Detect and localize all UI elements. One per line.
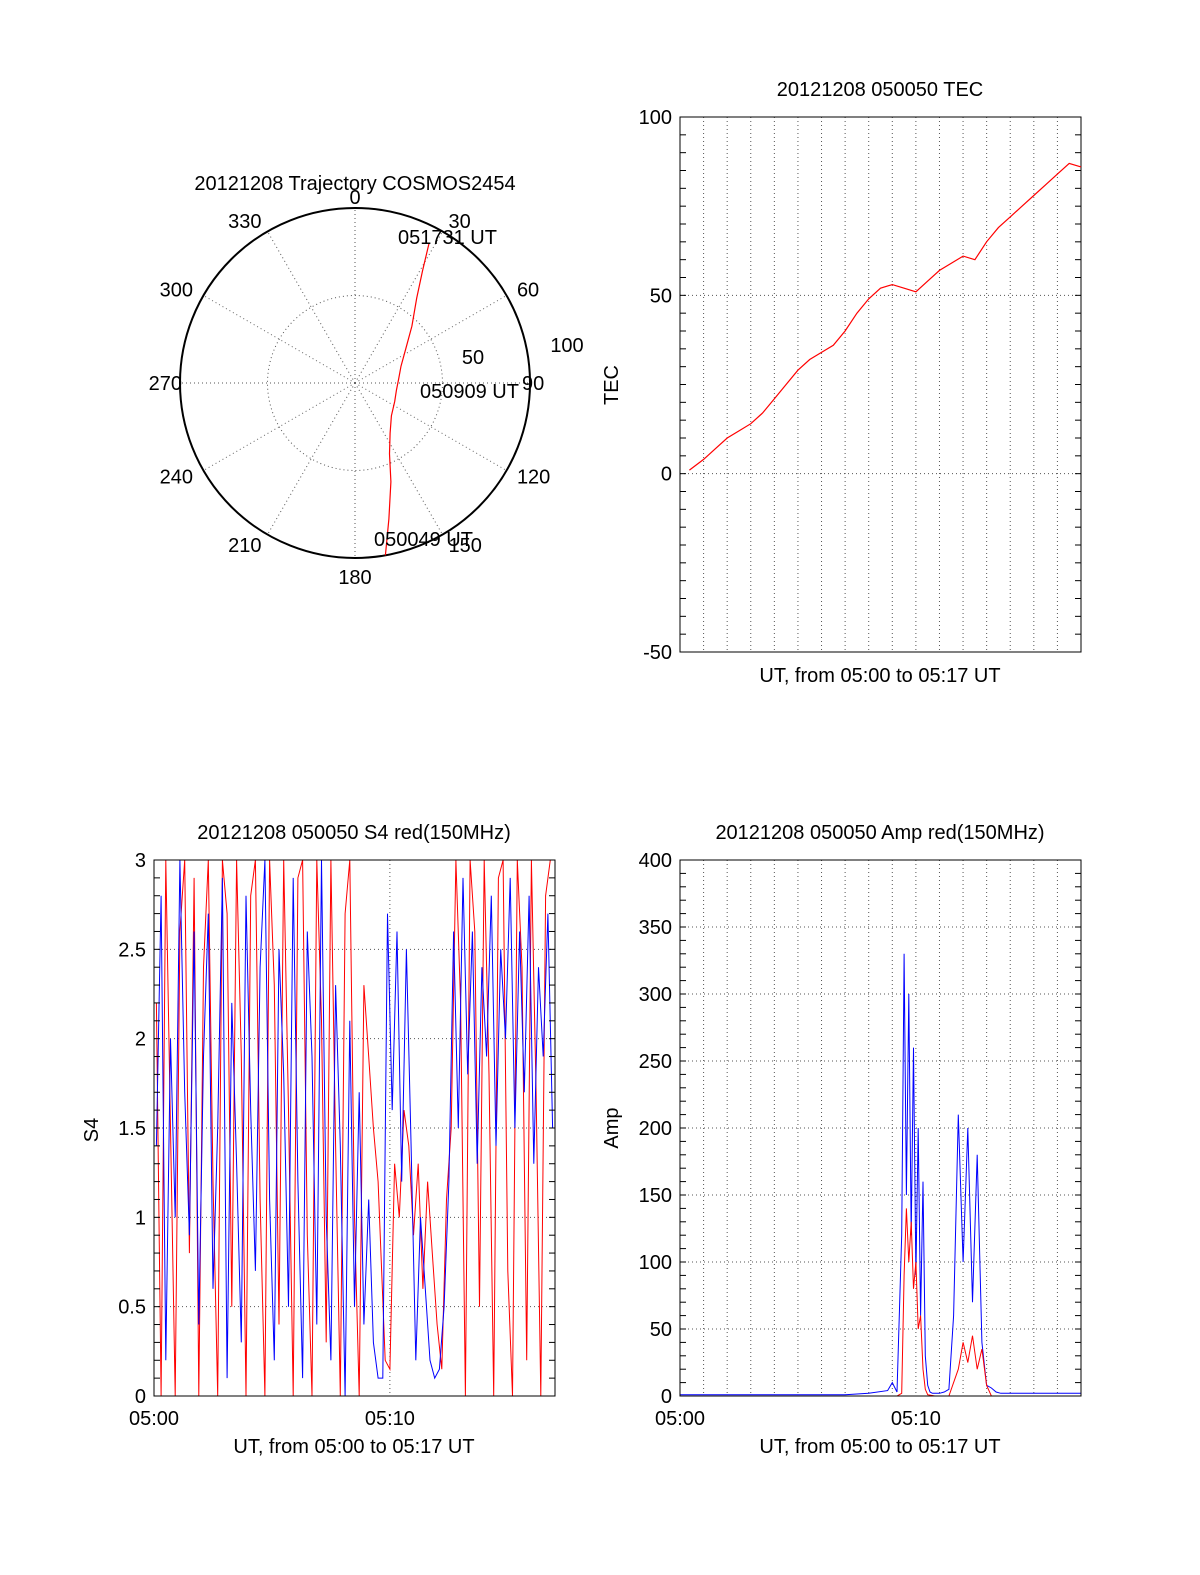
polar-inner-ring	[267, 295, 443, 471]
polar-trajectory-panel: 20121208 Trajectory COSMOS2454 0 30 60 90 12…	[149, 173, 584, 589]
tec-y-tick-label: -50	[643, 642, 672, 664]
tec-plot-frame	[679, 116, 1082, 653]
s4-y-tick-label: 2	[135, 1029, 146, 1051]
polar-angle-label: 210	[228, 535, 261, 557]
amp-x-tick-label: 05:10	[891, 1408, 941, 1430]
s4-tick-labels: 3 2.5 2 1.5 1 0.5 005:00 05:10	[118, 850, 555, 1430]
amp-y-tick-label: 0	[661, 1386, 672, 1408]
amp-y-tick-label: 150	[639, 1185, 672, 1207]
polar-spoke	[267, 382, 356, 535]
amp-tick-labels: 400 350 300 250 200 150 100 50 005:00 05:10	[639, 850, 1081, 1430]
polar-angle-label: 120	[517, 467, 550, 489]
polar-title: 20121208 Trajectory COSMOS2454	[194, 173, 515, 195]
polar-annotation-mid: 050909 UT	[420, 381, 519, 403]
polar-radial-label-100: 100	[550, 335, 583, 357]
s4-y-tick-label: 1	[135, 1207, 146, 1229]
polar-angle-label: 30	[449, 211, 471, 233]
polar-spoke	[354, 231, 443, 384]
amp-y-tick-label: 100	[639, 1252, 672, 1274]
s4-y-tick-label: 2.5	[118, 939, 146, 961]
tec-series-line	[689, 162, 1082, 471]
amp-title: 20121208 050050 Amp red(150MHz)	[715, 822, 1044, 844]
s4-title: 20121208 050050 S4 red(150MHz)	[197, 822, 511, 844]
polar-angle-label: 0	[349, 187, 360, 209]
polar-grid	[180, 208, 530, 558]
polar-annotation-start: 050049 UT	[374, 529, 473, 551]
amp-xlabel: UT, from 05:00 to 05:17 UT	[759, 1436, 1000, 1458]
polar-annotation-end: 051731 UT	[398, 227, 497, 249]
amp-y-tick-label: 250	[639, 1051, 672, 1073]
polar-angle-labels: 0 30 60 90 120 150 180 210 240 270 300 330	[149, 187, 551, 589]
amp-y-tick-label: 350	[639, 917, 672, 939]
s4-y-tick-label: 1.5	[118, 1118, 146, 1140]
polar-outer-ring	[179, 207, 531, 559]
polar-angle-label: 300	[160, 280, 193, 302]
polar-angle-label: 90	[522, 373, 544, 395]
s4-ylabel: S4	[81, 1118, 103, 1142]
amp-blue-series-line	[680, 953, 1081, 1396]
amp-y-tick-label: 400	[639, 850, 672, 872]
tec-panel: 20121208 050050 TEC 100 50 0 -50 UT, from 0…	[601, 79, 1082, 687]
amp-panel: 20121208 050050 Amp red(150MHz) 400 350 30…	[601, 822, 1082, 1458]
tec-grid	[680, 117, 1081, 652]
polar-angle-label: 180	[338, 567, 371, 589]
polar-spoke	[354, 382, 443, 535]
tec-y-tick-labels: 100 50 0 -50	[639, 107, 1081, 664]
s4-x-tick-label: 05:00	[129, 1408, 179, 1430]
s4-y-tick-label: 3	[135, 850, 146, 872]
s4-x-tick-label: 05:10	[365, 1408, 415, 1430]
amp-y-tick-label: 50	[650, 1319, 672, 1341]
polar-angle-label: 150	[449, 535, 482, 557]
amp-ylabel: Amp	[601, 1107, 623, 1148]
amp-x-tick-label: 05:00	[655, 1408, 705, 1430]
polar-angle-label: 270	[149, 373, 182, 395]
s4-y-tick-label: 0	[135, 1386, 146, 1408]
polar-radial-label-50: 50	[462, 347, 484, 369]
polar-angle-label: 330	[228, 211, 261, 233]
tec-y-tick-label: 100	[639, 107, 672, 129]
tec-y-tick-label: 0	[661, 464, 672, 486]
s4-red-series-line	[155, 859, 551, 1397]
polar-angle-label: 60	[517, 280, 539, 302]
polar-spoke	[354, 295, 507, 384]
polar-spoke	[267, 231, 356, 384]
polar-trajectory-line	[384, 243, 430, 556]
s4-panel: 20121208 050050 S4 red(150MHz) 3 2.5 2 1.5 1…	[81, 822, 556, 1458]
s4-y-tick-label: 0.5	[118, 1297, 146, 1319]
tec-xlabel: UT, from 05:00 to 05:17 UT	[759, 665, 1000, 687]
s4-blue-series-line	[155, 859, 554, 1397]
s4-xlabel: UT, from 05:00 to 05:17 UT	[233, 1436, 474, 1458]
tec-y-tick-label: 50	[650, 285, 672, 307]
amp-y-tick-label: 200	[639, 1118, 672, 1140]
amp-red-series-line	[680, 1208, 1081, 1397]
polar-angle-label: 240	[160, 467, 193, 489]
tec-title: 20121208 050050 TEC	[777, 79, 983, 101]
amp-y-tick-label: 300	[639, 984, 672, 1006]
tec-ylabel: TEC	[601, 365, 623, 405]
amp-grid	[680, 860, 1081, 1396]
